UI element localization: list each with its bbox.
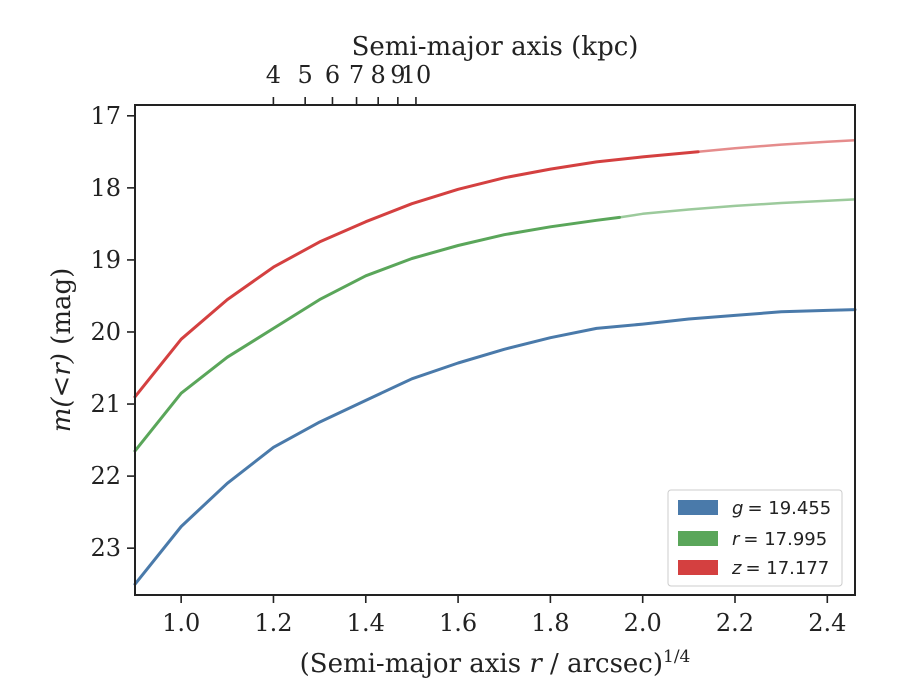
top-tick-label: 7: [349, 61, 364, 89]
top-tick-label: 8: [371, 61, 386, 89]
y-tick-label: 23: [90, 534, 121, 562]
top-tick-label: 9: [390, 61, 405, 89]
y-tick-label: 22: [90, 462, 121, 490]
x-axis-title-pre: (Semi-major axis: [300, 649, 530, 679]
legend-label-z: z = 17.177: [731, 558, 829, 579]
legend-label-r: r = 17.995: [732, 529, 827, 550]
legend-swatch-z: [678, 560, 718, 575]
y-axis-title-unit: (mag): [47, 268, 77, 353]
x-axis-title-sup: 1/4: [663, 647, 690, 667]
top-tick-label: 10: [401, 61, 432, 89]
axis-layer: 1.0 1.2 1.4 1.6 1.8 2.0 2.2 2.4 17 18 19 20 21 22 23 4 5…: [90, 61, 846, 637]
y-tick-label: 21: [90, 390, 121, 418]
x-axis-title-var: r: [529, 649, 543, 679]
legend-label-g: g = 19.455: [732, 498, 831, 519]
top-tick-label: 6: [325, 61, 340, 89]
top-tick-label: 4: [266, 61, 281, 89]
y-tick-label: 20: [90, 318, 121, 346]
x-tick-label: 1.2: [254, 609, 292, 637]
legend: g = 19.455 r = 17.995 z = 17.177: [667, 489, 843, 587]
plot-frame: [134, 104, 856, 596]
x-tick-label: 1.8: [531, 609, 569, 637]
x-tick-label: 2.4: [808, 609, 846, 637]
x-tick-label: 1.0: [162, 609, 200, 637]
y-tick-label: 18: [90, 174, 121, 202]
series-line: [133, 215, 622, 453]
legend-swatch-r: [678, 531, 718, 546]
x-tick-label: 1.6: [439, 609, 477, 637]
top-tick-label: 5: [298, 61, 313, 89]
series-layer: [133, 139, 857, 586]
series-line-extrapolated: [697, 139, 856, 154]
x-tick-label: 2.0: [624, 609, 662, 637]
y-tick-label: 19: [90, 246, 121, 274]
x-tick-label: 1.4: [347, 609, 385, 637]
top-axis-title: Semi-major axis (kpc): [352, 32, 639, 62]
y-tick-label: 17: [90, 102, 121, 130]
x-tick-label: 2.2: [716, 609, 754, 637]
series-line-extrapolated: [619, 198, 856, 219]
legend-swatch-g: [678, 500, 718, 515]
y-axis-title-var: m(<r): [47, 353, 77, 432]
x-axis-title: (Semi-major axis r / arcsec)1/4: [300, 647, 691, 679]
y-axis-title: m(<r) (mag): [47, 268, 77, 433]
x-axis-title-mid: / arcsec): [542, 649, 663, 679]
series-line: [133, 308, 857, 586]
series-line: [133, 150, 700, 399]
